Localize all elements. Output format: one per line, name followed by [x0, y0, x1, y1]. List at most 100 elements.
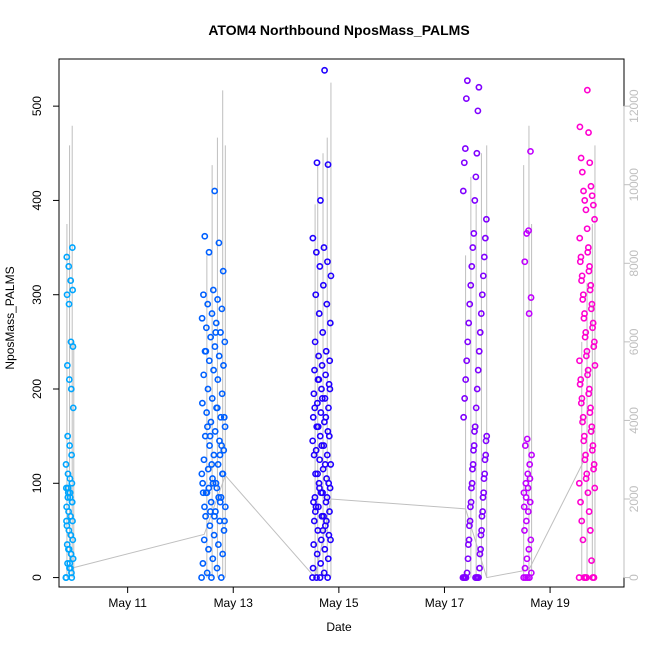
data-point: [215, 494, 223, 501]
data-point: [219, 470, 227, 478]
data-point: [580, 437, 588, 445]
data-point: [591, 215, 598, 223]
data-point: [317, 197, 324, 204]
data-point: [462, 376, 470, 383]
data-point: [310, 451, 318, 459]
data-point: [577, 498, 584, 506]
data-point: [209, 479, 217, 487]
data-point: [312, 248, 320, 256]
data-point: [325, 479, 333, 487]
data-point: [205, 545, 212, 553]
data-point: [64, 560, 71, 567]
data-point: [576, 357, 583, 365]
data-point: [578, 517, 586, 525]
data-point: [324, 555, 332, 563]
data-point: [311, 366, 318, 374]
data-point: [214, 376, 222, 383]
data-point: [583, 225, 591, 233]
data-point: [464, 338, 472, 346]
data-point: [199, 489, 207, 497]
data-point: [588, 192, 596, 200]
plot-frame: [58, 58, 625, 588]
data-point: [326, 508, 333, 515]
data-point: [68, 498, 76, 506]
data-point: [214, 541, 222, 548]
data-point: [210, 531, 218, 539]
data-point: [219, 267, 227, 275]
y-tick-label: 300: [30, 284, 44, 304]
data-point: [68, 244, 76, 251]
data-point: [314, 470, 321, 478]
data-point: [67, 338, 75, 346]
data-point: [467, 503, 474, 511]
data-point: [214, 461, 222, 468]
series-1: [62, 244, 77, 581]
data-point: [321, 66, 328, 74]
data-point: [323, 300, 331, 308]
data-point: [586, 286, 594, 294]
data-point: [480, 253, 488, 261]
data-point: [64, 494, 72, 501]
data-point: [471, 197, 479, 204]
chart-title: ATOM4 Northbound NposMass_PALMS: [208, 22, 469, 38]
data-point: [521, 442, 529, 449]
data-point: [313, 550, 321, 558]
data-point: [221, 503, 229, 511]
data-point: [205, 248, 213, 256]
data-point: [218, 442, 225, 449]
data-point: [201, 232, 209, 240]
data-point: [209, 286, 217, 294]
data-point: [67, 277, 75, 284]
data-point: [581, 456, 589, 464]
data-point: [64, 470, 72, 478]
data-point: [221, 338, 229, 346]
data-point: [220, 362, 227, 369]
data-point: [587, 182, 595, 190]
data-point: [590, 343, 598, 350]
data-point: [578, 168, 586, 176]
data-point: [200, 456, 208, 464]
data-point: [318, 395, 326, 402]
data-point: [220, 413, 228, 421]
data-point: [326, 319, 334, 327]
data-point: [525, 310, 533, 317]
data-point: [63, 517, 70, 525]
data-point: [221, 517, 228, 525]
data-point: [215, 239, 223, 247]
data-point: [217, 574, 225, 581]
data-point: [310, 517, 318, 525]
data-point: [67, 385, 75, 393]
data-point: [589, 324, 596, 332]
data-point: [202, 512, 209, 520]
data-point: [206, 522, 214, 530]
data-point: [317, 560, 325, 567]
data-point: [221, 423, 229, 431]
data-point: [317, 409, 325, 416]
data-point: [206, 442, 213, 449]
data-point: [469, 244, 477, 251]
y2-tick-label: 8000: [627, 250, 641, 277]
data-point: [460, 413, 468, 421]
data-point: [211, 187, 219, 195]
data-point: [465, 522, 473, 530]
data-point: [474, 366, 482, 374]
data-point: [582, 475, 590, 482]
axes-layer: May 11 May 13 May 15 May 17 May 19 0 100 200 300…: [30, 89, 641, 610]
y-tick-label: 100: [30, 473, 44, 493]
data-point: [576, 234, 584, 242]
data-point: [524, 484, 532, 492]
data-point: [464, 541, 472, 548]
data-point: [217, 413, 225, 421]
data-point: [576, 380, 584, 388]
data-point: [213, 564, 221, 572]
data-point: [320, 512, 327, 520]
data-point: [475, 574, 482, 581]
data-point: [585, 267, 593, 275]
data-point: [476, 564, 483, 572]
data-point: [207, 498, 215, 506]
data-point: [325, 432, 333, 440]
data-point: [211, 343, 219, 350]
data-point: [313, 159, 321, 167]
data-point: [202, 489, 210, 497]
data-point: [205, 484, 213, 492]
